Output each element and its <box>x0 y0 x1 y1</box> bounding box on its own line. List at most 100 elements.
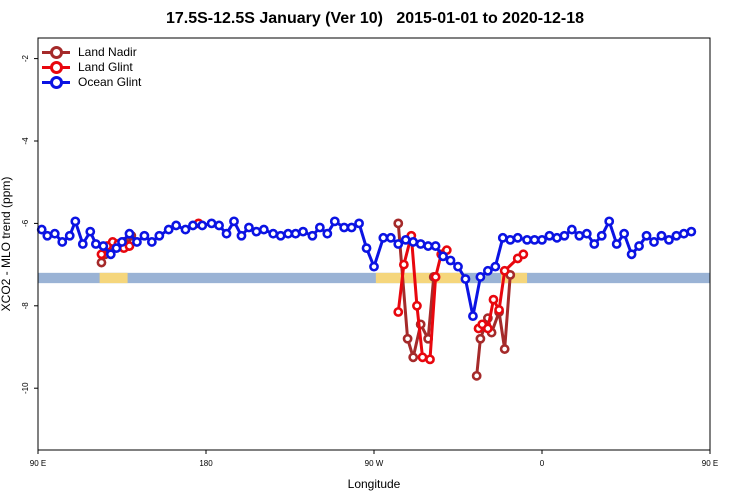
ocean-glint-point <box>453 261 463 272</box>
legend-label-land-glint: Land Glint <box>78 59 133 74</box>
x-tick-label: 180 <box>199 459 213 468</box>
ocean-glint-point <box>626 249 637 260</box>
ocean-glint-point <box>244 222 254 233</box>
ocean-glint-point <box>90 239 101 249</box>
ocean-glint-line <box>40 219 692 318</box>
ocean-glint-point <box>188 220 198 231</box>
ocean-glint-point <box>117 237 127 247</box>
ocean-glint-point <box>438 251 448 262</box>
land-glint-point <box>417 352 428 363</box>
ocean-glint-point <box>415 239 426 249</box>
land-nadir-line <box>396 223 436 359</box>
ocean-glint-point <box>354 218 364 229</box>
y-tick-label: -8 <box>21 302 30 310</box>
legend: Land Nadir Land Glint Ocean Glint <box>42 44 141 89</box>
legend-item-land-glint: Land Glint <box>42 59 141 74</box>
y-tick-label: -6 <box>21 219 30 227</box>
ocean-glint-point <box>146 237 157 247</box>
ocean-glint-point <box>229 216 239 227</box>
legend-item-land-nadir: Land Nadir <box>42 44 141 59</box>
ocean-glint-point <box>98 241 109 251</box>
land-nadir-point <box>96 257 107 268</box>
ocean-glint-point <box>70 216 81 227</box>
land-band-segment <box>375 272 464 284</box>
ocean-band <box>38 272 710 284</box>
ocean-glint-point <box>664 234 674 245</box>
ocean-glint-point <box>604 216 615 227</box>
ocean-glint-point <box>329 216 340 227</box>
land-glint-point <box>430 272 441 282</box>
ocean-glint-point <box>111 243 122 254</box>
land-glint-point <box>494 305 504 315</box>
land-band-segment <box>99 272 128 284</box>
ocean-glint-point <box>339 222 350 233</box>
ocean-glint-point <box>154 230 165 241</box>
land-nadir-point <box>402 333 413 344</box>
x-axis-label: Longitude <box>348 477 401 491</box>
land-glint-point <box>393 307 404 317</box>
ocean-glint-point <box>378 232 389 243</box>
ocean-glint-point <box>512 232 523 243</box>
ocean-glint-point <box>361 243 372 254</box>
ocean-glint-point <box>566 224 577 235</box>
ocean-glint-point <box>314 222 325 233</box>
ocean-glint-point <box>445 255 456 266</box>
ocean-glint-point <box>124 228 135 239</box>
land-nadir-point <box>408 352 419 363</box>
ocean-glint-point <box>275 230 286 241</box>
ocean-glint-point <box>369 261 379 272</box>
ocean-glint-point <box>268 228 279 239</box>
ocean-glint-point <box>408 237 419 247</box>
land-glint-point <box>488 294 499 305</box>
ocean-glint-point <box>393 239 404 249</box>
ocean-glint-point <box>163 224 174 235</box>
land-nadir-point <box>499 344 510 354</box>
land-glint-point <box>398 259 409 270</box>
legend-item-ocean-glint: Ocean Glint <box>42 74 141 89</box>
ocean-glint-point <box>214 220 224 231</box>
y-tick-label: -4 <box>21 137 30 145</box>
ocean-glint-point <box>574 230 585 241</box>
ocean-glint-point <box>497 232 508 243</box>
land-nadir-point <box>471 370 482 381</box>
ocean-glint-point <box>522 234 532 245</box>
ocean-glint-point <box>283 228 294 239</box>
ocean-glint-point <box>105 249 116 260</box>
y-tick-label: -10 <box>21 382 30 394</box>
legend-swatch-land-glint <box>42 60 70 74</box>
x-tick-label: 90 W <box>365 459 384 468</box>
x-tick-label: 0 <box>540 459 545 468</box>
ocean-glint-point <box>468 311 478 321</box>
legend-swatch-land-nadir <box>42 45 70 59</box>
ocean-glint-point <box>475 272 486 282</box>
ocean-glint-point <box>505 234 516 245</box>
ocean-glint-point <box>236 230 247 241</box>
ocean-glint-point <box>171 220 182 231</box>
ocean-glint-point <box>430 241 441 251</box>
ocean-glint-point <box>290 228 301 239</box>
ocean-glint-point <box>77 239 88 249</box>
land-glint-point <box>482 323 493 334</box>
ocean-glint-point <box>544 230 555 241</box>
ocean-glint-point <box>537 234 547 245</box>
ocean-glint-point <box>42 230 53 241</box>
land-ocean-band <box>38 272 710 284</box>
ocean-glint-point <box>385 232 396 243</box>
ocean-glint-point <box>57 237 68 247</box>
ocean-glint-point <box>307 230 318 241</box>
ocean-glint-point <box>298 226 308 237</box>
ocean-glint-point <box>559 230 570 241</box>
ocean-glint-point <box>596 230 607 241</box>
ocean-glint-point <box>206 218 217 229</box>
legend-label-ocean-glint: Ocean Glint <box>78 74 142 89</box>
legend-swatch-ocean-glint <box>42 75 70 89</box>
ocean-glint-point <box>85 226 96 237</box>
ocean-glint-point <box>221 228 232 239</box>
land-glint-point <box>518 249 529 260</box>
ocean-glint-point <box>529 234 540 245</box>
ocean-glint-point <box>581 228 592 239</box>
land-glint-point <box>425 354 435 365</box>
ocean-glint-point <box>139 230 150 241</box>
ocean-glint-point <box>197 220 208 231</box>
